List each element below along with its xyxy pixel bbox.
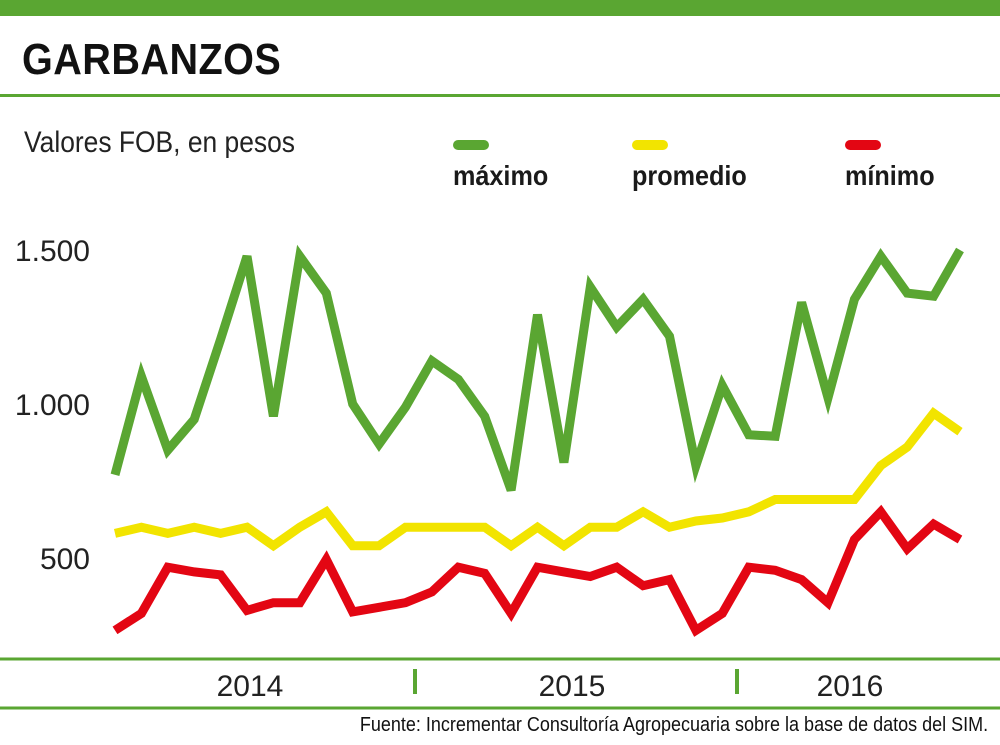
series-line-promedio [113,407,963,552]
series-line-minimo [112,504,963,637]
legend-swatch-promedio [632,140,668,150]
page-title: GARBANZOS [22,35,282,84]
source-note: Fuente: Incrementar Consultoría Agropecu… [359,714,988,736]
y-tick-label: 500 [40,543,90,576]
y-tick-label: 1.500 [15,235,90,268]
legend-label-maximo: máximo [453,160,549,191]
y-tick-label: 1.000 [15,389,90,422]
legend-swatch-minimo [845,140,881,150]
title-divider [0,94,1000,97]
legend-swatch-maximo [453,140,489,150]
chart-subtitle: Valores FOB, en pesos [24,126,295,159]
x-tick-label: 2014 [217,670,284,703]
x-tick-label: 2015 [539,670,606,703]
legend-label-promedio: promedio [632,160,747,191]
series-line-maximo [110,244,964,492]
legend-label-minimo: mínimo [845,160,935,191]
x-tick-label: 2016 [817,670,884,703]
top-accent-bar [0,0,1000,16]
